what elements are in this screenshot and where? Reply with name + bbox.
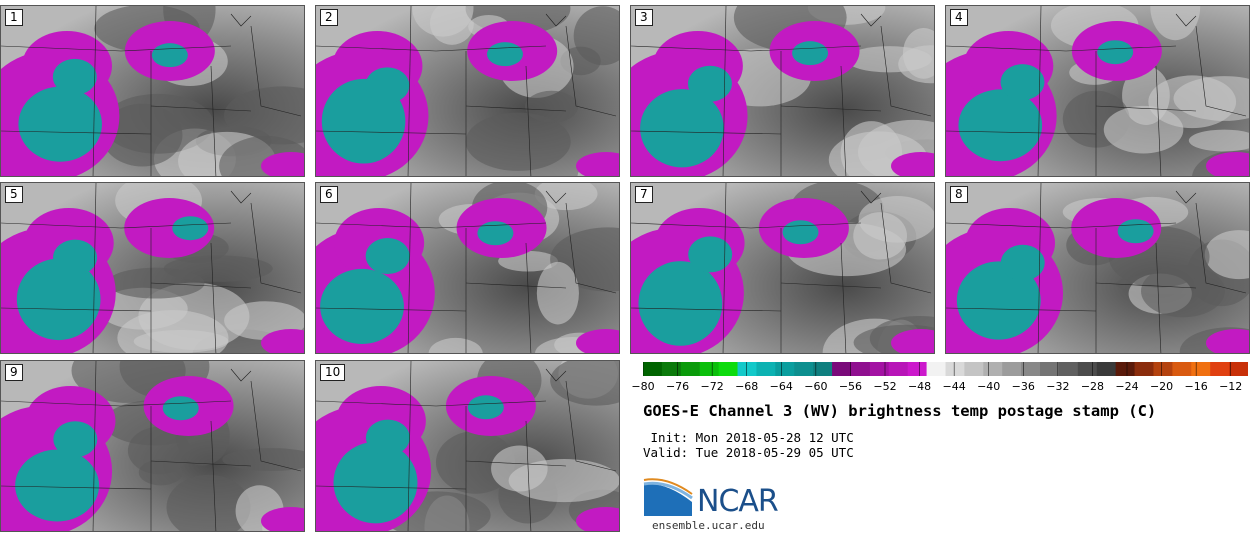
wv-image: [1, 183, 304, 353]
colorbar-swatch: [850, 362, 871, 376]
wv-image: [1, 6, 304, 176]
stamp-panel: 5: [0, 182, 305, 354]
wv-image: [631, 6, 934, 176]
colorbar-swatch: [1077, 362, 1098, 376]
wv-image: [316, 183, 619, 353]
colorbar-swatch: [737, 362, 757, 376]
stamp-panel: 9: [0, 360, 305, 532]
wv-image: [946, 183, 1249, 353]
colorbar-swatch: [699, 362, 720, 376]
colorbar-swatch: [926, 362, 946, 376]
colorbar-swatch: [1040, 362, 1060, 376]
init-time: Init: Mon 2018-05-28 12 UTC: [643, 430, 854, 445]
wv-image: [946, 6, 1249, 176]
panel-number: 6: [320, 186, 338, 203]
colorbar: −80 −76 −72 −68 −64 −60 −56 −52 −48 −44 −40 −36 −32−…: [630, 360, 1250, 400]
colorbar-swatch: [832, 362, 852, 376]
colorbar-tick-label: −60: [804, 380, 828, 393]
wv-image: [1, 361, 304, 531]
colorbar-swatch: [813, 362, 833, 376]
figure-title: GOES-E Channel 3 (WV) brightness temp po…: [643, 402, 1157, 420]
colorbar-scale: [643, 362, 1248, 376]
colorbar-tick-label: −32: [1046, 380, 1070, 393]
colorbar-swatch: [869, 362, 890, 376]
colorbar-swatch: [1191, 362, 1211, 376]
url-text: ensemble.ucar.edu: [652, 519, 765, 532]
panel-number: 8: [950, 186, 968, 203]
stamp-panel: 10: [315, 360, 620, 532]
stamp-panel: 7: [630, 182, 935, 354]
valid-time: Valid: Tue 2018-05-29 05 UTC: [643, 445, 854, 460]
colorbar-swatch: [1058, 362, 1079, 376]
ncar-logo-icon: [643, 478, 693, 516]
colorbar-tick-label: −44: [942, 380, 966, 393]
colorbar-swatch: [907, 362, 928, 376]
stamp-panel: 4: [945, 5, 1250, 177]
panel-number: 5: [5, 186, 23, 203]
colorbar-swatch: [775, 362, 795, 376]
colorbar-swatch: [718, 362, 739, 376]
colorbar-swatch: [1210, 362, 1230, 376]
colorbar-swatch: [964, 362, 984, 376]
colorbar-tick-label: −36: [1011, 380, 1035, 393]
colorbar-tick-label: −40: [977, 380, 1001, 393]
colorbar-tick-label: −12: [1219, 380, 1243, 393]
colorbar-tick-label: −64: [769, 380, 793, 393]
stamp-panel: 6: [315, 182, 620, 354]
colorbar-swatch: [661, 362, 682, 376]
colorbar-swatch: [643, 362, 663, 376]
panel-number: 10: [320, 364, 346, 381]
wv-image: [316, 6, 619, 176]
colorbar-tick-label: −48: [907, 380, 932, 393]
colorbar-tick-label: −68: [735, 380, 759, 393]
colorbar-swatch: [1115, 362, 1136, 376]
colorbar-tick-label: −28: [1080, 380, 1105, 393]
wv-image: [631, 183, 934, 353]
colorbar-tick-label: −16: [1184, 380, 1208, 393]
panel-number: 9: [5, 364, 23, 381]
colorbar-swatch: [680, 362, 701, 376]
colorbar-tick-label: −24: [1115, 380, 1139, 393]
stamp-panel: 8: [945, 182, 1250, 354]
wv-image: [316, 361, 619, 531]
colorbar-swatch: [1096, 362, 1117, 376]
panel-number: 2: [320, 9, 338, 26]
panel-number: 1: [5, 9, 23, 26]
colorbar-swatch: [1021, 362, 1041, 376]
colorbar-swatch: [756, 362, 776, 376]
colorbar-swatch: [1172, 362, 1192, 376]
stamp-panel: 1: [0, 5, 305, 177]
panel-number: 4: [950, 9, 968, 26]
colorbar-swatch: [794, 362, 814, 376]
colorbar-swatch: [1134, 362, 1154, 376]
stamp-panel: 2: [315, 5, 620, 177]
colorbar-tick-label: −52: [873, 380, 897, 393]
panel-number: 3: [635, 9, 653, 26]
panel-number: 7: [635, 186, 653, 203]
colorbar-swatch: [888, 362, 909, 376]
colorbar-tick-label: −80: [631, 380, 655, 393]
colorbar-swatch: [1002, 362, 1022, 376]
colorbar-tick-label: −20: [1149, 380, 1174, 393]
colorbar-swatch: [945, 362, 965, 376]
colorbar-swatch: [1229, 362, 1248, 376]
colorbar-tick-label: −76: [665, 380, 690, 393]
colorbar-swatch: [983, 362, 1003, 376]
colorbar-tick-label: −72: [700, 380, 724, 393]
colorbar-swatch: [1153, 362, 1173, 376]
colorbar-tick-label: −56: [838, 380, 863, 393]
stamp-panel: 3: [630, 5, 935, 177]
logo-text: NCAR: [697, 484, 779, 519]
